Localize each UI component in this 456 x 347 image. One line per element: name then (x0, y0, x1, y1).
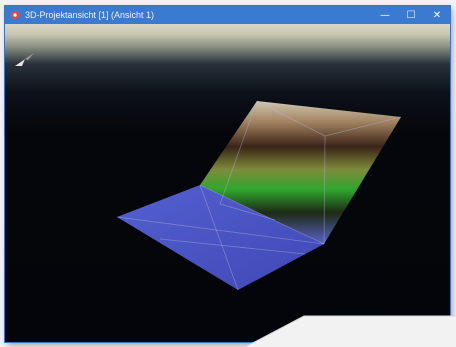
title-bar[interactable]: 3D-Projektansicht [1] (Ansicht 1) — ☐ ✕ (5, 6, 450, 24)
floor-surface (117, 185, 324, 290)
3d-viewport[interactable] (5, 24, 450, 342)
maximize-icon: ☐ (406, 9, 416, 21)
back-surface (200, 101, 401, 244)
close-button[interactable]: ✕ (424, 6, 450, 24)
close-icon: ✕ (432, 9, 442, 21)
minimize-button[interactable]: — (372, 6, 398, 24)
window-title: 3D-Projektansicht [1] (Ansicht 1) (25, 10, 155, 20)
3d-view-window: 3D-Projektansicht [1] (Ansicht 1) — ☐ ✕ (5, 6, 450, 342)
minimize-icon: — (380, 9, 390, 21)
maximize-button[interactable]: ☐ (398, 6, 424, 24)
mesh-edges (116, 100, 402, 291)
app-icon (9, 9, 21, 21)
navigation-arrow-icon[interactable] (14, 50, 36, 68)
3d-scene (116, 100, 402, 291)
